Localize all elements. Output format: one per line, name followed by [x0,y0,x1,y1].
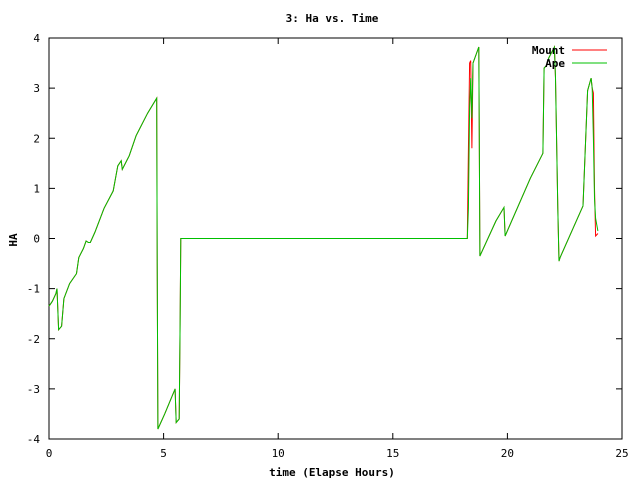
x-tick-label: 15 [386,447,399,460]
y-tick-label: -1 [27,283,40,296]
x-tick-label: 25 [615,447,628,460]
x-tick-label: 0 [46,447,53,460]
x-tick-label: 20 [501,447,514,460]
y-tick-label: 1 [33,182,40,195]
y-axis-ticks: -4 -3 -2 -1 0 1 2 3 4 [27,32,622,446]
x-axis-label: time (Elapse Hours) [269,466,395,479]
x-axis-ticks: 0 5 10 15 20 25 [46,38,629,460]
legend-label-ape: Ape [545,57,565,70]
y-tick-label: -2 [27,333,40,346]
y-tick-label: 4 [33,32,40,45]
legend-label-mount: Mount [532,44,565,57]
x-tick-label: 5 [160,447,167,460]
chart-title: 3: Ha vs. Time [286,12,379,25]
series-line-ape [48,45,599,430]
y-tick-label: -4 [27,433,41,446]
x-tick-label: 10 [272,447,285,460]
y-axis-label: HA [7,233,20,247]
y-tick-label: 3 [33,82,40,95]
series-layer [48,45,599,430]
y-tick-label: 0 [33,233,40,246]
y-tick-label: -3 [27,383,40,396]
y-tick-label: 2 [33,132,40,145]
